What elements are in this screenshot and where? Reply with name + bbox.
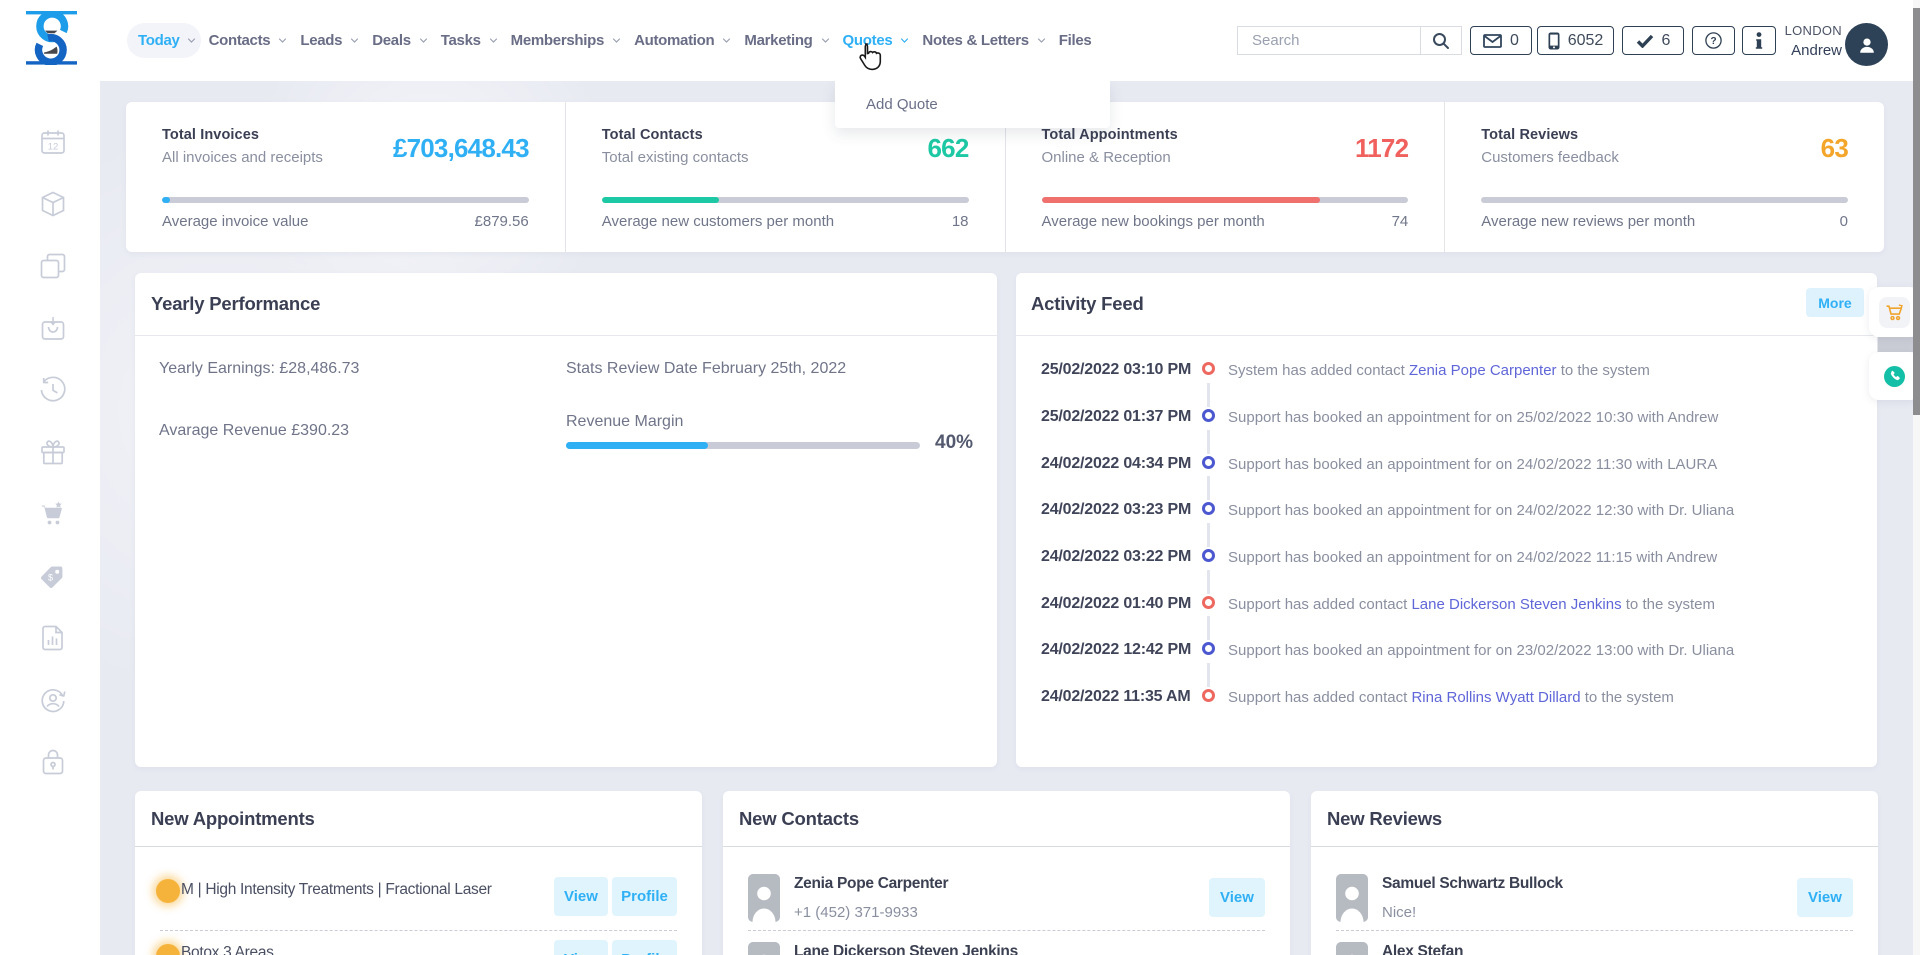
svg-text:?: ?	[1710, 36, 1716, 47]
svg-text:$: $	[48, 573, 53, 583]
svg-text:12: 12	[48, 142, 59, 153]
